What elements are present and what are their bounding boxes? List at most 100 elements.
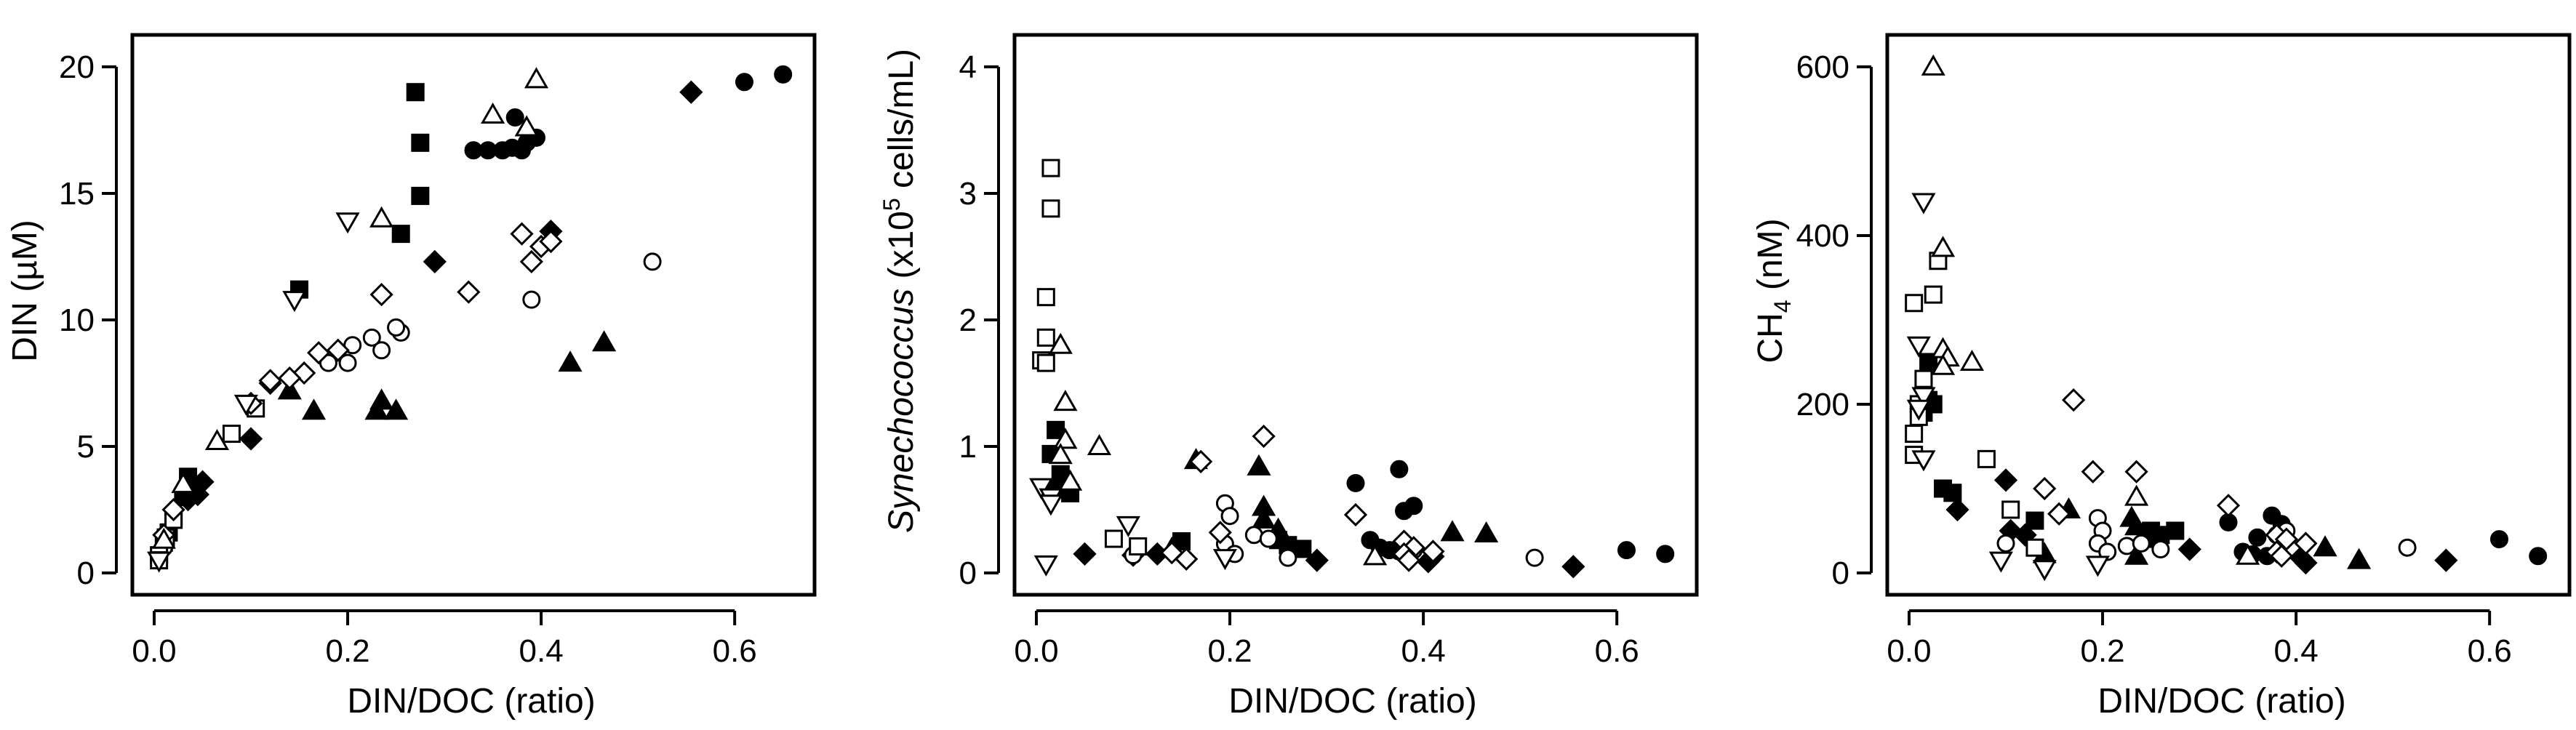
data-point-square-filled <box>1293 540 1312 558</box>
data-point-triangle-down-open <box>1988 551 2013 573</box>
y-axis-title: Synechococcus (x105 cells/mL) <box>879 49 921 533</box>
chart-panel-din: DIN (µM) DIN/DOC (ratio) 0.0 0.2 0.4 0.6 0 5 1… <box>6 33 817 721</box>
x-tick-label: 0.4 <box>519 633 564 669</box>
data-point-diamond-filled <box>2434 548 2458 572</box>
data-point-diamond-filled <box>239 427 263 451</box>
data-point-triangle-up-open <box>1053 390 1078 412</box>
data-point-circle-filled <box>2489 530 2508 549</box>
y-axis-title: CH4 (nM) <box>1751 218 1796 363</box>
data-point-triangle-up-open <box>1363 544 1388 566</box>
data-point-triangle-up-filled <box>369 388 394 410</box>
data-point-circle-open <box>522 290 541 309</box>
x-tick-label: 0.2 <box>2080 633 2124 669</box>
data-point-triangle-up-filled <box>383 398 409 420</box>
data-point-circle-open <box>338 353 357 372</box>
data-point-triangle-up-filled <box>2124 514 2149 536</box>
data-point-triangle-up-open <box>481 103 505 124</box>
data-point-circle-open <box>643 252 662 271</box>
data-point-square-filled <box>1047 420 1065 439</box>
data-point-diamond-open <box>1343 502 1368 527</box>
data-point-circle-filled <box>2529 547 2548 566</box>
data-point-triangle-down-open <box>1911 450 1936 472</box>
data-point-triangle-up-open <box>524 67 549 89</box>
data-point-triangle-up-filled <box>1440 520 1465 542</box>
x-tick-label: 0.0 <box>1887 633 1931 669</box>
data-point-diamond-open <box>1252 424 1276 449</box>
data-point-square-open <box>1905 294 1924 313</box>
data-point-triangle-up-open <box>1959 349 1985 371</box>
data-point-circle-open <box>1244 526 1263 545</box>
data-point-square-open <box>1036 353 1055 372</box>
data-point-triangle-down-open <box>1911 193 1936 214</box>
data-point-triangle-down-open <box>233 394 258 416</box>
data-point-triangle-up-filled <box>1474 521 1499 543</box>
chart-panel-synechococcus: Synechococcus (x105 cells/mL) DIN/DOC (r… <box>879 33 1699 721</box>
y-tick-label: 20 <box>59 49 95 85</box>
chart-panel-ch4: CH4 (nM) DIN/DOC (ratio) 0.0 0.2 0.4 0.6 0 20… <box>1751 33 2572 721</box>
data-point-triangle-up-open <box>204 428 230 451</box>
data-point-circle-filled <box>1617 541 1636 560</box>
y-tick-label: 0 <box>77 555 95 591</box>
data-point-triangle-up-open <box>2236 543 2260 565</box>
data-point-diamond-open <box>2124 460 2148 484</box>
data-point-square-open <box>1914 369 1933 388</box>
data-point-triangle-up-filled <box>592 330 617 352</box>
data-point-diamond-filled <box>1993 468 2018 492</box>
data-point-square-filled <box>1943 484 1962 502</box>
data-point-triangle-down-open <box>1033 555 1058 577</box>
data-point-triangle-up-filled <box>2313 535 2337 557</box>
data-points <box>1029 159 1675 579</box>
data-point-diamond-filled <box>423 249 447 274</box>
data-point-diamond-open <box>278 366 302 390</box>
data-point-diamond-open <box>161 497 185 522</box>
data-point-diamond-open <box>2062 388 2086 412</box>
data-point-circle-open <box>1259 529 1278 548</box>
data-point-square-filled <box>2166 521 2185 540</box>
plot-frame <box>1885 33 2572 597</box>
data-point-triangle-down-open <box>1116 516 1140 537</box>
data-point-diamond-filled <box>2294 550 2318 575</box>
data-point-diamond-open <box>510 222 534 246</box>
data-point-diamond-filled <box>1305 548 1329 572</box>
x-tick-label: 0.0 <box>132 633 176 669</box>
data-point-square-filled <box>406 83 425 102</box>
data-point-circle-filled <box>774 65 793 84</box>
data-point-triangle-up-open <box>514 115 539 137</box>
data-point-circle-filled <box>1346 473 1365 492</box>
data-point-triangle-up-open <box>1048 332 1073 354</box>
data-point-diamond-open <box>2081 460 2105 484</box>
y-tick-label: 1 <box>959 429 977 465</box>
data-point-triangle-up-filled <box>301 398 327 420</box>
data-point-square-open <box>222 425 241 444</box>
data-point-triangle-down-open <box>1911 387 1936 409</box>
data-point-circle-open <box>2398 538 2417 557</box>
y-tick-label: 200 <box>1796 387 1849 422</box>
data-point-diamond-open <box>519 249 543 274</box>
data-point-diamond-open <box>457 280 481 304</box>
x-tick-label: 0.6 <box>713 633 757 669</box>
data-point-circle-open <box>1996 534 2015 553</box>
data-point-triangle-up-open <box>1057 469 1083 491</box>
x-axis-title: DIN/DOC (ratio) <box>2097 682 2345 721</box>
data-point-diamond-open <box>2294 532 2318 555</box>
x-axis-title: DIN/DOC (ratio) <box>1228 682 1476 721</box>
data-point-triangle-down-open <box>1212 549 1237 571</box>
data-point-diamond-filled <box>1073 542 1097 566</box>
data-point-diamond-open <box>1208 521 1232 545</box>
y-tick-label: 5 <box>77 429 95 465</box>
data-point-diamond-filled <box>1945 497 1969 522</box>
data-point-circle-open <box>2151 540 2170 559</box>
data-point-square-open <box>1924 285 1943 304</box>
data-point-triangle-up-open <box>1053 428 1078 449</box>
data-point-circle-open <box>2117 537 2136 555</box>
y-axis-title: DIN (µM) <box>6 220 44 362</box>
data-point-triangle-up-filled <box>2124 543 2149 565</box>
data-point-triangle-down-open <box>2085 555 2110 577</box>
data-point-square-open <box>1041 199 1060 218</box>
data-point-diamond-filled <box>2177 537 2201 561</box>
x-tick-label: 0.2 <box>1207 633 1252 669</box>
y-tick-label: 2 <box>959 302 977 338</box>
y-tick-label: 0 <box>1832 555 1849 591</box>
data-point-square-open <box>1129 537 1148 555</box>
